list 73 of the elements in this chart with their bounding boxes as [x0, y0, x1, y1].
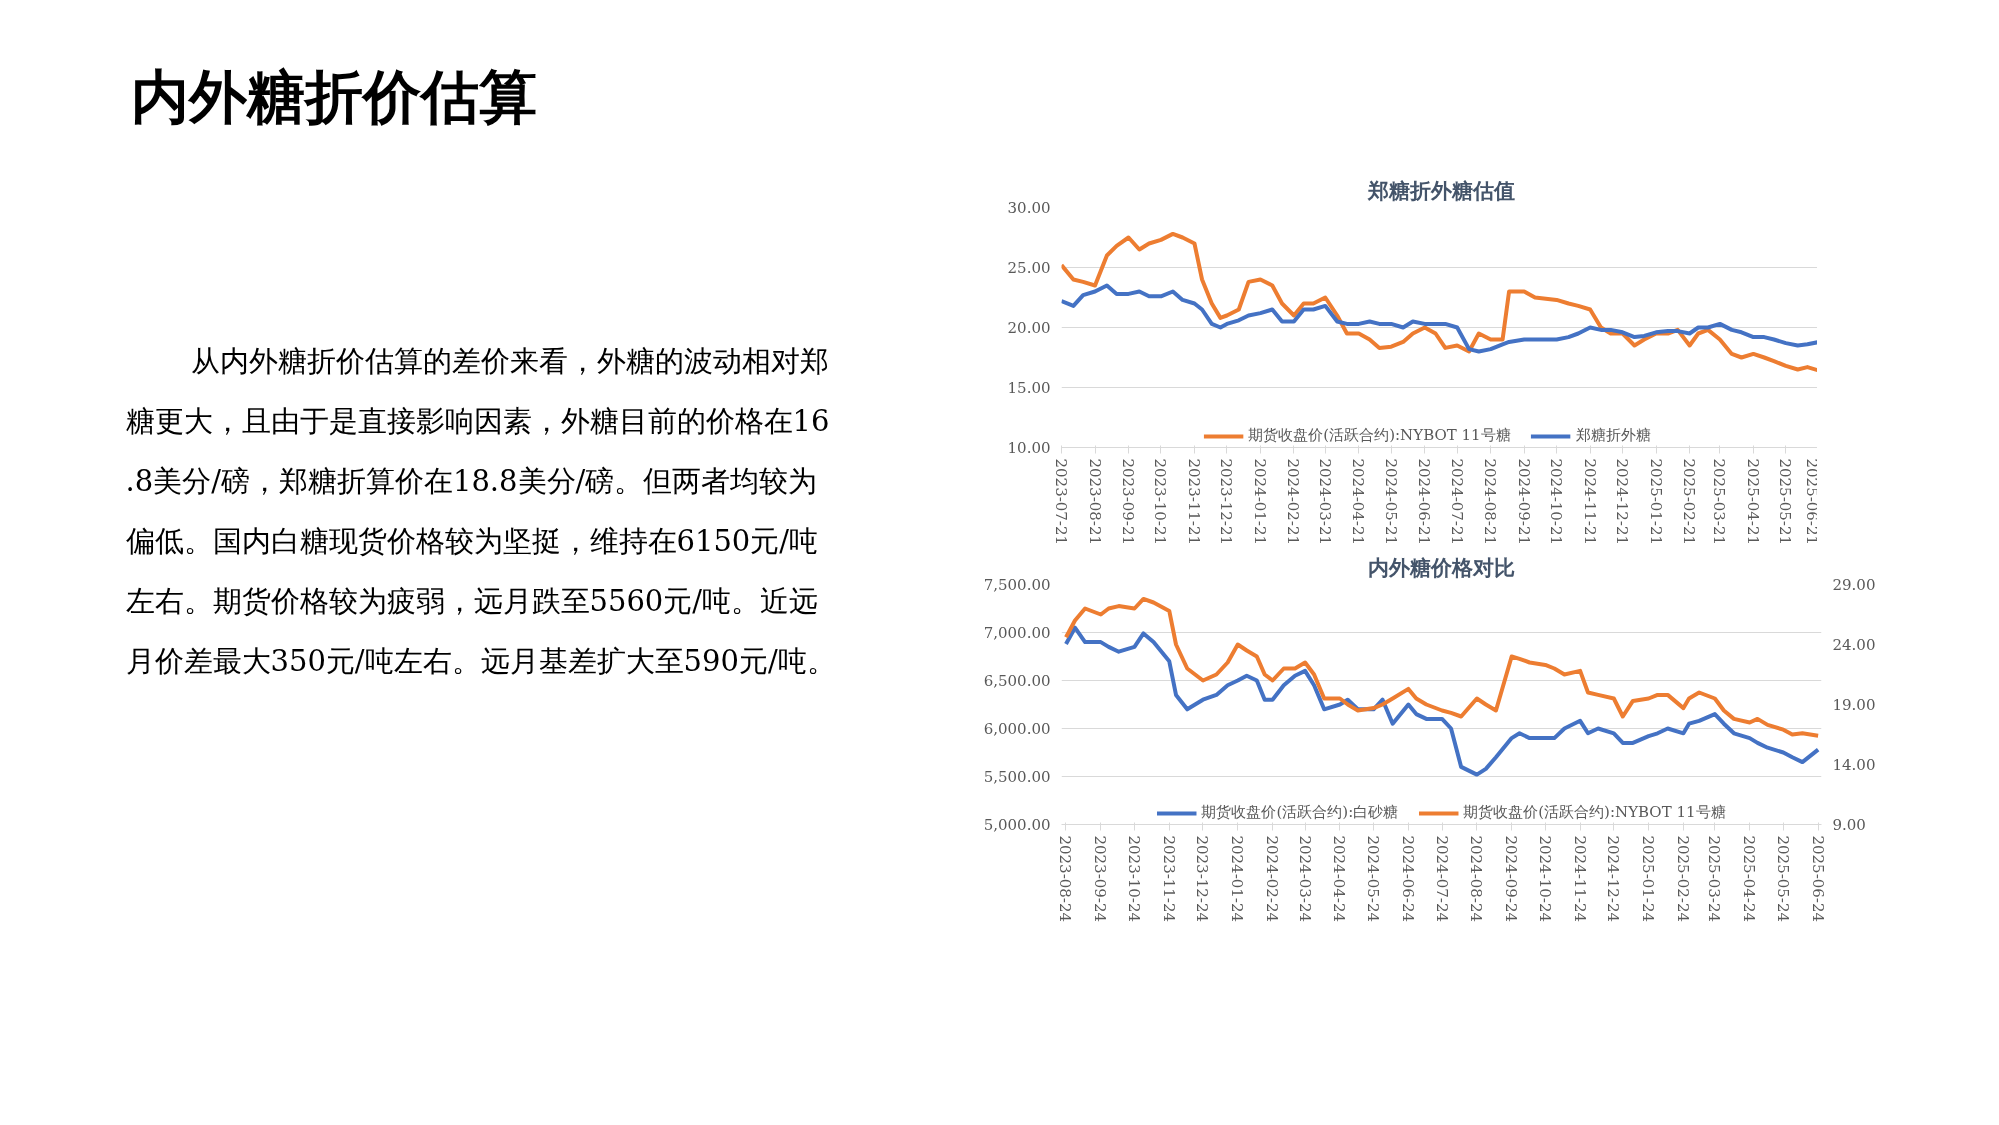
chart-title: 内外糖价格对比 [1368, 554, 1515, 580]
x-tick-label: 2024-11-21 [1580, 458, 1599, 545]
text: 内外糖折价估算 [130, 62, 537, 131]
y-tick-label: 7,500.00 [983, 576, 1051, 594]
text: 从内外糖折价估算的差价来看，外糖的波动相对郑糖更大，且由于是直接影响因素，外糖目前的价格在16.8美分/磅，郑糖折算价在18.8美分/磅。但两者均较为偏低。国内白糖现货价格较为坚挺，维持在6150元/吨左右。期货价格较为疲弱，远月跌至5560元/吨。近远月价差最大350元/吨左右。远月基差扩大至590元/吨。 [125, 343, 836, 678]
y-tick-label: 5,000.00 [983, 816, 1051, 834]
x-tick-label: 2025-03-21 [1710, 458, 1729, 545]
x-tick-label: 2024-11-24 [1570, 835, 1589, 922]
x-tick-label: 2024-02-24 [1263, 835, 1282, 922]
x-tick-label: 2024-05-24 [1364, 835, 1383, 922]
x-tick-label: 2024-02-21 [1284, 458, 1303, 545]
legend-label: 期货收盘价(活跃合约):NYBOT 11号糖 [1248, 426, 1511, 445]
legend-label: 郑糖折外糖 [1575, 426, 1651, 445]
x-tick-label: 2023-09-24 [1091, 835, 1110, 922]
x-tick-label: 2024-12-21 [1613, 458, 1632, 545]
x-tick-label: 2024-05-21 [1381, 458, 1400, 545]
x-tick-label: 2023-08-21 [1085, 458, 1104, 545]
x-tick-label: 2024-07-24 [1432, 835, 1451, 922]
y-tick-label: 30.00 [1007, 199, 1051, 217]
y-tick-label: 7,000.00 [983, 624, 1051, 642]
x-tick-label: 2025-02-21 [1680, 458, 1699, 545]
x-tick-label: 2024-08-21 [1481, 458, 1500, 545]
x-tick-label: 2023-10-24 [1124, 835, 1143, 922]
y2-tick-label: 14.00 [1832, 756, 1876, 774]
x-tick-label: 2024-01-24 [1228, 835, 1247, 922]
x-tick-label: 2023-11-24 [1159, 835, 1178, 922]
y-tick-label: 10.00 [1007, 439, 1051, 457]
y2-tick-label: 29.00 [1832, 576, 1876, 594]
x-tick-label: 2025-02-24 [1673, 835, 1692, 922]
x-tick-label: 2023-12-21 [1217, 458, 1236, 545]
x-tick-label: 2024-10-24 [1535, 835, 1554, 922]
y2-tick-label: 19.00 [1832, 696, 1876, 714]
x-tick-label: 2023-10-21 [1151, 458, 1170, 545]
x-tick-label: 2025-03-24 [1705, 835, 1724, 922]
legend-label: 期货收盘价(活跃合约):白砂糖 [1201, 803, 1399, 822]
y-tick-label: 6,500.00 [983, 672, 1051, 690]
x-tick-label: 2024-10-21 [1547, 458, 1566, 545]
y-tick-label: 5,500.00 [983, 768, 1051, 786]
y-tick-label: 6,000.00 [983, 720, 1051, 738]
chart-title: 郑糖折外糖估值 [1367, 177, 1515, 203]
x-tick-label: 2024-09-21 [1514, 458, 1533, 545]
x-tick-label: 2023-08-24 [1056, 835, 1075, 922]
line-series [1063, 625, 1821, 777]
x-tick-label: 2024-03-21 [1315, 458, 1334, 545]
x-tick-label: 2024-07-21 [1447, 458, 1466, 545]
x-tick-label: 2025-05-24 [1773, 835, 1792, 922]
y2-tick-label: 24.00 [1832, 636, 1876, 654]
x-tick-label: 2025-06-24 [1808, 835, 1827, 922]
x-tick-label: 2024-01-21 [1250, 458, 1269, 545]
x-tick-label: 2025-04-21 [1743, 458, 1762, 545]
x-tick-label: 2025-06-21 [1802, 458, 1821, 545]
legend-label: 期货收盘价(活跃合约):NYBOT 11号糖 [1463, 803, 1726, 822]
y-tick-label: 20.00 [1007, 319, 1051, 337]
x-tick-label: 2024-06-24 [1398, 835, 1417, 922]
y-tick-label: 25.00 [1007, 259, 1051, 277]
x-tick-label: 2024-04-24 [1330, 835, 1349, 922]
x-tick-label: 2024-09-24 [1502, 835, 1521, 922]
x-tick-label: 2025-04-24 [1740, 835, 1759, 922]
x-tick-label: 2024-06-21 [1415, 458, 1434, 545]
x-tick-label: 2024-12-24 [1604, 835, 1623, 922]
x-tick-label: 2024-08-24 [1467, 835, 1486, 922]
x-tick-label: 2025-01-21 [1646, 458, 1665, 545]
x-tick-label: 2025-05-21 [1776, 458, 1795, 545]
x-tick-label: 2023-07-21 [1052, 458, 1070, 545]
y-tick-label: 15.00 [1007, 379, 1051, 397]
x-tick-label: 2023-09-21 [1119, 458, 1138, 545]
x-tick-label: 2024-03-24 [1295, 835, 1314, 922]
x-tick-label: 2023-12-24 [1193, 835, 1212, 922]
x-tick-label: 2023-11-21 [1184, 458, 1203, 545]
line-series [1063, 596, 1821, 738]
x-tick-label: 2025-01-24 [1639, 835, 1658, 922]
x-tick-label: 2024-04-21 [1349, 458, 1368, 545]
y2-tick-label: 9.00 [1832, 816, 1866, 834]
